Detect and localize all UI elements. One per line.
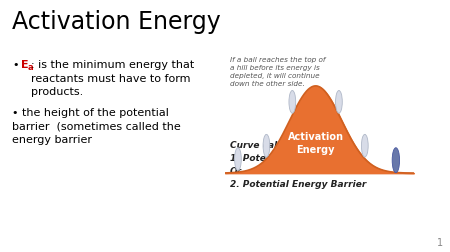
Text: • the height of the potential
barrier  (sometimes called the
energy barrier: • the height of the potential barrier (s… [12,108,181,145]
Circle shape [361,135,368,158]
Text: 1: 1 [437,237,443,247]
Text: E: E [21,60,29,70]
Text: a: a [27,62,33,71]
Text: : is the minimum energy that
reactants must have to form
products.: : is the minimum energy that reactants m… [31,60,194,97]
Circle shape [263,135,270,158]
Text: Curve called :
1. Potential Energy Hill
Or
2. Potential Energy Barrier: Curve called : 1. Potential Energy Hill … [230,140,366,188]
Circle shape [392,148,400,173]
Circle shape [289,91,296,114]
Text: Activation Energy: Activation Energy [12,10,221,34]
Text: •: • [12,60,18,70]
Circle shape [234,148,241,171]
Text: Activation
Energy: Activation Energy [288,132,344,154]
Circle shape [336,91,342,114]
Text: If a ball reaches the top of
a hill before its energy is
depleted, it will conti: If a ball reaches the top of a hill befo… [230,57,325,86]
